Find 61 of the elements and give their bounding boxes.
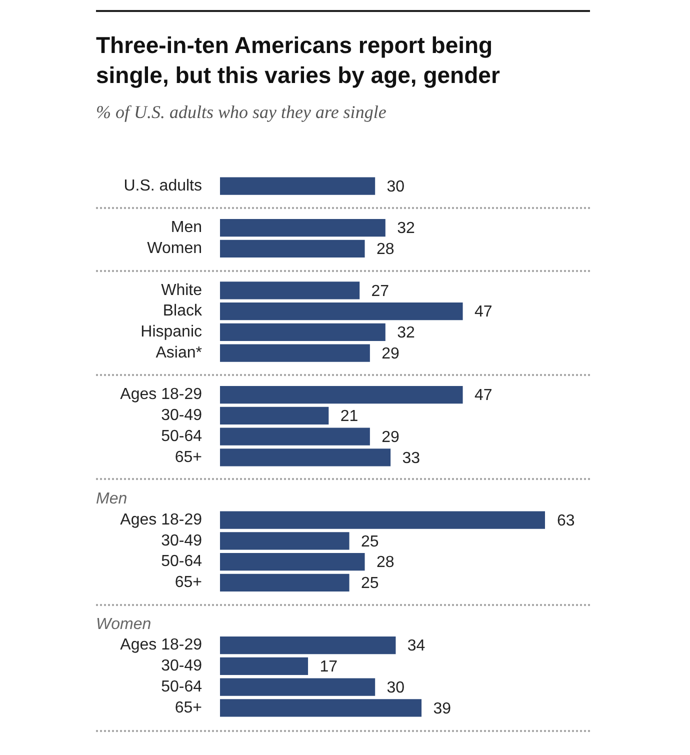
y-tick-label: White bbox=[161, 282, 202, 299]
y-tick-label: U.S. adults bbox=[124, 177, 202, 194]
data-label: 47 bbox=[474, 304, 492, 321]
bar bbox=[220, 574, 350, 592]
bar bbox=[220, 428, 370, 446]
data-label: 47 bbox=[474, 387, 492, 404]
bar bbox=[220, 511, 545, 529]
bar bbox=[220, 218, 386, 237]
data-label: 63 bbox=[557, 512, 575, 530]
bar bbox=[220, 386, 463, 404]
bar bbox=[220, 177, 376, 195]
y-tick-label: 50-64 bbox=[161, 428, 202, 445]
y-tick-label: Women bbox=[147, 240, 202, 258]
y-tick-label: Ages 18-29 bbox=[120, 511, 202, 528]
bar bbox=[220, 302, 463, 320]
chart-subtitle: % of U.S. adults who say they are single bbox=[96, 102, 386, 123]
y-tick-label: Black bbox=[162, 302, 203, 320]
bar bbox=[220, 552, 365, 571]
data-label: 29 bbox=[382, 428, 400, 446]
data-label: 32 bbox=[397, 220, 415, 238]
bar bbox=[220, 323, 386, 342]
y-tick-label: 65+ bbox=[174, 699, 202, 716]
data-label: 25 bbox=[360, 575, 379, 592]
data-label: 25 bbox=[360, 533, 379, 550]
data-label: 30 bbox=[386, 178, 405, 196]
bar bbox=[220, 344, 370, 362]
bar bbox=[220, 699, 422, 717]
data-label: 34 bbox=[407, 638, 426, 655]
y-tick-label: 65+ bbox=[174, 574, 202, 592]
data-label: 17 bbox=[320, 658, 338, 676]
data-label: 32 bbox=[397, 324, 415, 342]
y-tick-label: 65+ bbox=[174, 448, 202, 466]
bar bbox=[220, 678, 376, 696]
data-label: 33 bbox=[402, 450, 420, 467]
bar bbox=[220, 448, 391, 466]
y-tick-label: 50-64 bbox=[161, 678, 202, 696]
text: Men bbox=[96, 490, 128, 508]
bar bbox=[220, 282, 360, 300]
bar bbox=[220, 240, 365, 258]
y-tick-label: Ages 18-29 bbox=[120, 386, 202, 404]
y-tick-label: 30-49 bbox=[161, 658, 202, 675]
data-label: 28 bbox=[376, 241, 394, 258]
data-label: 30 bbox=[386, 679, 405, 696]
data-label: 39 bbox=[433, 700, 452, 718]
y-tick-label: Ages 18-29 bbox=[120, 636, 202, 654]
y-tick-label: Men bbox=[170, 219, 202, 236]
data-label: 21 bbox=[340, 408, 358, 426]
chart-title: Three-in-ten Americans report being single, but this varies by age, gender bbox=[96, 31, 501, 90]
text: Women bbox=[96, 616, 152, 633]
y-tick-label: Hispanic bbox=[140, 324, 202, 341]
y-tick-label: 50-64 bbox=[161, 553, 202, 570]
bar bbox=[220, 532, 350, 550]
bar bbox=[220, 657, 308, 676]
bar bbox=[220, 636, 396, 654]
y-tick-label: 30-49 bbox=[161, 407, 202, 424]
data-label: 27 bbox=[371, 282, 390, 300]
data-label: 29 bbox=[382, 345, 400, 362]
y-tick-label: 30-49 bbox=[161, 532, 202, 550]
y-tick-label: Asian* bbox=[156, 344, 202, 362]
data-label: 28 bbox=[376, 554, 394, 572]
bar bbox=[220, 406, 329, 425]
